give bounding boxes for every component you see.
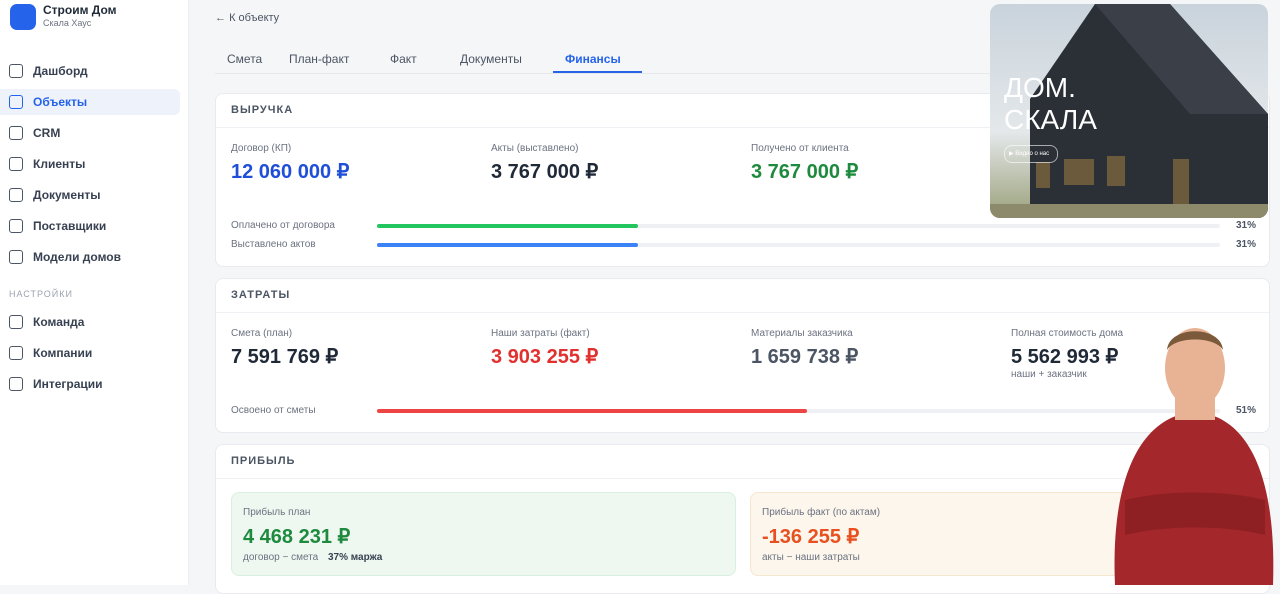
nav-item[interactable]: Команда: [33, 315, 85, 329]
progress-label: Выставлено актов: [231, 239, 316, 250]
house-photo: [990, 4, 1268, 218]
video-button-text: Видео о нас: [1015, 151, 1050, 157]
metric-label: Наши затраты (факт): [491, 328, 590, 339]
tab[interactable]: Финансы: [565, 52, 621, 66]
presenter-photo: [1114, 328, 1274, 585]
tab[interactable]: Смета: [227, 52, 263, 66]
metric-label: Смета (план): [231, 328, 293, 339]
metric-value: 12 060 000 ₽: [231, 161, 350, 183]
back-link[interactable]: ← К объекту: [215, 12, 280, 24]
metric-note: наши + заказчик: [1011, 369, 1087, 380]
costs-card: [215, 278, 1270, 433]
nav-icon: [9, 346, 23, 360]
progress-percent: 51%: [1235, 405, 1256, 416]
profit-value: 4 468 231 ₽: [243, 526, 351, 548]
tab[interactable]: План-факт: [289, 52, 350, 66]
brand-subtitle: Скала Хаус: [43, 18, 92, 28]
nav-item[interactable]: Компании: [33, 346, 93, 360]
metric-label: Договор (КП): [231, 143, 292, 154]
active-tab-underline: [553, 71, 642, 73]
progress-fill: [377, 243, 639, 247]
divider: [216, 478, 1269, 479]
metric-label: Акты (выставлено): [491, 143, 579, 154]
progress-track: [377, 224, 1220, 228]
nav-item[interactable]: Интеграции: [33, 377, 103, 391]
metric-value: 7 591 769 ₽: [231, 346, 339, 368]
section-title: ПРИБЫЛЬ: [231, 455, 296, 467]
profit-plan-card: [231, 492, 736, 576]
profit-label: Прибыль план: [243, 507, 311, 518]
nav-icon: [9, 95, 23, 109]
tab[interactable]: Факт: [390, 52, 417, 66]
active-nav-bg: [0, 89, 180, 115]
nav-icon: [9, 157, 23, 171]
nav-item[interactable]: Поставщики: [33, 219, 107, 233]
nav-icon: [9, 377, 23, 391]
nav-icon: [9, 219, 23, 233]
metric-value: 3 903 255 ₽: [491, 346, 599, 368]
section-title: ВЫРУЧКА: [231, 104, 294, 116]
nav-item[interactable]: CRM: [33, 126, 61, 140]
nav-item[interactable]: Клиенты: [33, 157, 86, 171]
video-title: ДОМ. СКАЛА: [1004, 72, 1097, 136]
back-text: К объекту: [229, 12, 280, 24]
progress-label: Освоено от сметы: [231, 405, 316, 416]
brand-title: Строим Дом: [43, 3, 117, 17]
section-title: ЗАТРАТЫ: [231, 289, 291, 301]
metric-value: 1 659 738 ₽: [751, 346, 859, 368]
profit-margin: 37% маржа: [328, 552, 383, 563]
video-title-line: СКАЛА: [1004, 104, 1097, 135]
metric-label: Получено от клиента: [751, 143, 849, 154]
nav-icon: [9, 126, 23, 140]
progress-track: [377, 243, 1220, 247]
nav-icon: [9, 250, 23, 264]
progress-fill: [377, 224, 639, 228]
metric-label: Полная стоимость дома: [1011, 328, 1124, 339]
video-title-line: ДОМ.: [1004, 72, 1076, 103]
profit-label: Прибыль факт (по актам): [762, 507, 881, 518]
tab[interactable]: Документы: [460, 52, 522, 66]
divider: [216, 312, 1269, 313]
profit-note: акты − наши затраты: [762, 552, 860, 563]
progress-track: [377, 409, 1220, 413]
nav-item[interactable]: Дашборд: [33, 64, 88, 78]
nav-icon: [9, 64, 23, 78]
progress-percent: 31%: [1235, 239, 1256, 250]
divider: [216, 127, 1269, 128]
nav-icon: [9, 315, 23, 329]
profit-value: -136 255 ₽: [762, 526, 860, 548]
nav-item[interactable]: Объекты: [33, 95, 88, 109]
tabs-divider: [215, 73, 990, 74]
video-overlay[interactable]: ДОМ. СКАЛА ▶ Видео о нас: [990, 4, 1268, 218]
progress-percent: 31%: [1235, 220, 1256, 231]
metric-value: 5 562 993 ₽: [1011, 346, 1119, 368]
brand-logo: [10, 4, 36, 30]
video-button[interactable]: ▶ Видео о нас: [1004, 145, 1059, 163]
nav-item[interactable]: Модели домов: [33, 250, 122, 264]
metric-label: Материалы заказчика: [751, 328, 853, 339]
nav-item[interactable]: Документы: [33, 188, 101, 202]
metric-value: 3 767 000 ₽: [491, 161, 599, 183]
metric-value: 3 767 000 ₽: [751, 161, 859, 183]
nav-icon: [9, 188, 23, 202]
profit-note: договор − смета: [243, 552, 319, 563]
progress-label: Оплачено от договора: [231, 220, 335, 231]
progress-fill: [377, 409, 807, 413]
section-label: НАСТРОЙКИ: [9, 289, 73, 299]
